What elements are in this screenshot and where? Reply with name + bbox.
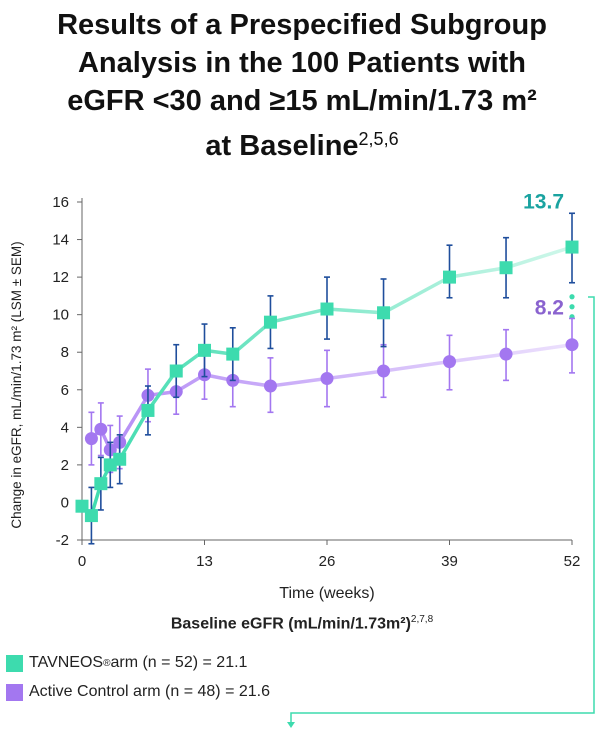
title-footnote-refs: 2,5,6: [358, 129, 399, 149]
legend-value-tavneos: arm (n = 52) = 21.1: [110, 654, 248, 671]
data-point: [141, 403, 155, 417]
y-tick-label: 4: [61, 419, 69, 436]
y-tick-label: 14: [52, 232, 69, 249]
data-point: [84, 509, 98, 523]
data-point: [377, 364, 391, 378]
data-point: [94, 422, 108, 436]
legend-item-active-control: Active Control arm (n = 48) = 21.6: [6, 683, 270, 701]
x-axis-label: Time (weeks): [279, 585, 374, 602]
baseline-footnote-refs: 2,7,8: [410, 614, 434, 625]
y-axis-label: Change in eGFR, mL/min/1.73 m² (LSM ± SE…: [9, 241, 24, 528]
y-tick-label: 8: [61, 344, 69, 361]
chart-plot-area: 8.2 13.7: [75, 190, 579, 545]
chart-title: Results of a Prespecified Subgroup Analy…: [0, 6, 604, 165]
data-point: [94, 477, 108, 491]
y-tick-label: 10: [52, 307, 69, 324]
y-tick-label: 16: [52, 194, 69, 211]
connector-line: [290, 296, 595, 724]
legend-label-tavneos: TAVNEOS: [29, 654, 104, 671]
y-tick-label: -2: [56, 532, 69, 549]
x-tick-label: 13: [196, 553, 213, 570]
title-line-2: Analysis in the 100 Patients with: [77, 47, 527, 79]
chart-axes: -2 0 2 4 6 8 10 12 14 16 0 13 26 39 52 Time (weeks) Chan…: [9, 194, 580, 602]
baseline-egfr-heading: Baseline eGFR (mL/min/1.73m²)2,7,8: [0, 614, 604, 633]
series-active-control: 8.2: [84, 296, 579, 474]
series-tavneos: 13.7: [75, 190, 579, 545]
data-point: [226, 347, 240, 361]
x-tick-label: 39: [441, 553, 458, 570]
x-tick-label: 52: [564, 553, 581, 570]
data-point: [499, 347, 513, 361]
series-line: [90, 342, 573, 452]
title-line-3: eGFR <30 and ≥15 mL/min/1.73 m²: [67, 85, 537, 117]
end-value-label: 13.7: [523, 190, 564, 213]
connector-dot: [569, 304, 575, 310]
data-point: [263, 315, 277, 329]
y-tick-label: 2: [61, 457, 69, 474]
data-point: [113, 452, 127, 466]
data-point: [565, 338, 579, 352]
data-point: [198, 343, 211, 357]
data-point: [320, 372, 334, 386]
legend-swatch-active-control: [6, 683, 23, 701]
data-point: [169, 364, 183, 378]
x-tick-label: 26: [319, 553, 336, 570]
data-point: [377, 306, 391, 320]
y-tick-label: 12: [52, 269, 69, 286]
y-tick-label: 0: [61, 494, 69, 511]
legend-item-tavneos: TAVNEOS ® arm (n = 52) = 21.1: [6, 654, 247, 672]
data-point: [443, 355, 456, 369]
baseline-egfr-text: Baseline eGFR (mL/min/1.73m²): [170, 615, 411, 633]
title-line-1: Results of a Prespecified Subgroup: [57, 9, 547, 41]
title-line-4-text: at Baseline: [205, 130, 359, 162]
data-point: [263, 379, 277, 393]
connector-arrowhead: [287, 722, 295, 728]
legend-label-active-control: Active Control arm (n = 48) = 21.6: [29, 683, 270, 700]
legend-trademark: ®: [103, 657, 111, 669]
data-point: [84, 432, 98, 446]
end-value-label: 8.2: [535, 296, 564, 319]
data-point: [499, 261, 513, 275]
x-tick-label: 0: [78, 553, 86, 570]
data-point: [320, 302, 334, 316]
data-point: [565, 240, 579, 254]
y-tick-label: 6: [61, 382, 69, 399]
data-point: [443, 270, 456, 284]
legend-swatch-tavneos: [6, 654, 23, 672]
title-line-4: at Baseline2,5,6: [0, 120, 604, 165]
connector-arrow: [287, 294, 595, 728]
connector-dot: [569, 294, 575, 300]
